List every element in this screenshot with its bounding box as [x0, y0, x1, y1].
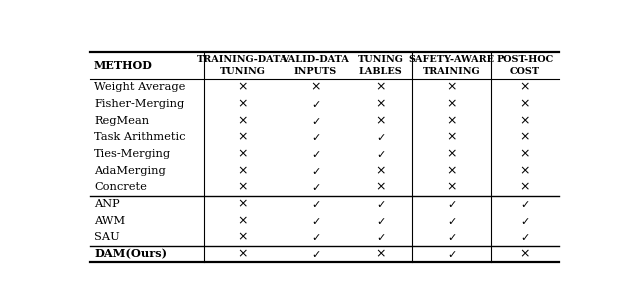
Text: $\times$: $\times$	[446, 98, 457, 110]
Text: $\times$: $\times$	[519, 98, 530, 110]
Text: $\checkmark$: $\checkmark$	[447, 249, 456, 259]
Text: $\times$: $\times$	[519, 114, 530, 127]
Text: Concrete: Concrete	[94, 182, 147, 192]
Text: $\times$: $\times$	[237, 248, 248, 260]
Text: $\times$: $\times$	[237, 131, 248, 144]
Text: $\checkmark$: $\checkmark$	[447, 199, 456, 209]
Text: $\checkmark$: $\checkmark$	[311, 99, 320, 109]
Text: TRAINING-DATA
TUNING: TRAINING-DATA TUNING	[197, 56, 288, 76]
Text: $\checkmark$: $\checkmark$	[311, 199, 320, 209]
Text: $\checkmark$: $\checkmark$	[311, 166, 320, 176]
Text: $\times$: $\times$	[446, 131, 457, 144]
Text: Fisher-Merging: Fisher-Merging	[94, 99, 184, 109]
Text: AWM: AWM	[94, 216, 125, 226]
Text: TUNING
LABLES: TUNING LABLES	[358, 56, 404, 76]
Text: $\times$: $\times$	[310, 81, 321, 94]
Text: $\checkmark$: $\checkmark$	[311, 149, 320, 159]
Text: METHOD: METHOD	[94, 60, 153, 71]
Text: $\times$: $\times$	[237, 147, 248, 161]
Text: $\times$: $\times$	[519, 147, 530, 161]
Text: $\times$: $\times$	[375, 114, 386, 127]
Text: $\checkmark$: $\checkmark$	[311, 249, 320, 259]
Text: $\times$: $\times$	[446, 164, 457, 177]
Text: $\times$: $\times$	[446, 147, 457, 161]
Text: $\times$: $\times$	[519, 248, 530, 260]
Text: $\checkmark$: $\checkmark$	[311, 182, 320, 192]
Text: $\checkmark$: $\checkmark$	[376, 132, 386, 142]
Text: $\times$: $\times$	[519, 181, 530, 194]
Text: $\checkmark$: $\checkmark$	[447, 232, 456, 242]
Text: $\checkmark$: $\checkmark$	[311, 216, 320, 226]
Text: Weight Average: Weight Average	[94, 82, 185, 92]
Text: ANP: ANP	[94, 199, 120, 209]
Text: $\times$: $\times$	[446, 114, 457, 127]
Text: POST-HOC
COST: POST-HOC COST	[496, 56, 553, 76]
Text: $\checkmark$: $\checkmark$	[447, 216, 456, 226]
Text: $\times$: $\times$	[375, 164, 386, 177]
Text: $\times$: $\times$	[519, 164, 530, 177]
Text: $\checkmark$: $\checkmark$	[520, 216, 530, 226]
Text: $\times$: $\times$	[237, 197, 248, 211]
Text: $\checkmark$: $\checkmark$	[520, 199, 530, 209]
Text: $\checkmark$: $\checkmark$	[311, 132, 320, 142]
Text: SAU: SAU	[94, 232, 120, 242]
Text: $\times$: $\times$	[237, 214, 248, 227]
Text: $\times$: $\times$	[237, 81, 248, 94]
Text: $\checkmark$: $\checkmark$	[376, 216, 386, 226]
Text: $\checkmark$: $\checkmark$	[376, 232, 386, 242]
Text: RegMean: RegMean	[94, 116, 149, 126]
Text: DAM(Ours): DAM(Ours)	[94, 248, 167, 260]
Text: $\checkmark$: $\checkmark$	[311, 232, 320, 242]
Text: $\checkmark$: $\checkmark$	[376, 199, 386, 209]
Text: $\times$: $\times$	[375, 248, 386, 260]
Text: $\checkmark$: $\checkmark$	[520, 232, 530, 242]
Text: $\times$: $\times$	[446, 181, 457, 194]
Text: $\times$: $\times$	[237, 98, 248, 110]
Text: $\times$: $\times$	[237, 114, 248, 127]
Text: $\checkmark$: $\checkmark$	[311, 116, 320, 126]
Text: $\times$: $\times$	[519, 131, 530, 144]
Text: $\times$: $\times$	[375, 181, 386, 194]
Text: $\times$: $\times$	[237, 164, 248, 177]
Text: $\times$: $\times$	[237, 231, 248, 244]
Text: $\times$: $\times$	[519, 81, 530, 94]
Text: AdaMerging: AdaMerging	[94, 166, 166, 176]
Text: Task Arithmetic: Task Arithmetic	[94, 132, 185, 142]
Text: $\times$: $\times$	[446, 81, 457, 94]
Text: $\checkmark$: $\checkmark$	[376, 149, 386, 159]
Text: $\times$: $\times$	[375, 81, 386, 94]
Text: $\times$: $\times$	[237, 181, 248, 194]
Text: Ties-Merging: Ties-Merging	[94, 149, 171, 159]
Text: SAFETY-AWARE
TRAINING: SAFETY-AWARE TRAINING	[409, 56, 494, 76]
Text: VALID-DATA
INPUTS: VALID-DATA INPUTS	[281, 56, 349, 76]
Text: $\times$: $\times$	[375, 98, 386, 110]
